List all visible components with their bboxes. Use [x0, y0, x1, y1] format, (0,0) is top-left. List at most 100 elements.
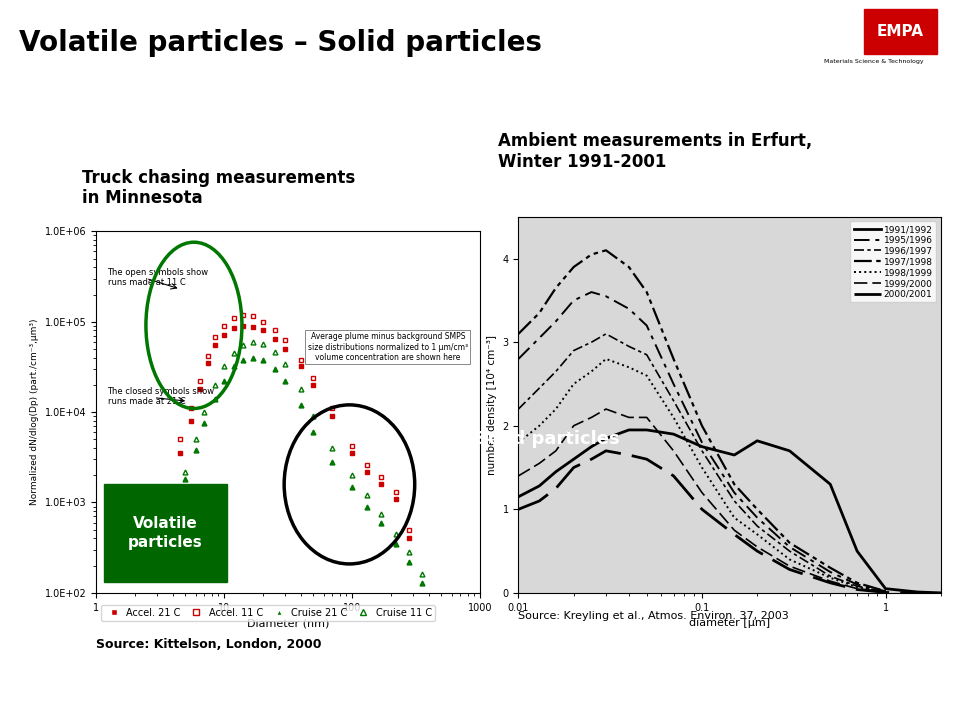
- Line: Cruise 11 C: Cruise 11 C: [183, 339, 424, 577]
- 1995/1996: [825, 568, 836, 576]
- 1997/1998: [534, 309, 545, 317]
- Accel. 21 C: [209, 341, 221, 349]
- Accel. 21 C: [308, 380, 320, 389]
- 2000/2001: [912, 589, 924, 597]
- Line: 1995/1996: 1995/1996: [518, 292, 885, 591]
- Cruise 11 C: [416, 570, 427, 578]
- 1999/2000: [534, 459, 545, 468]
- Cruise 21 C: [269, 364, 280, 373]
- Accel. 21 C: [375, 479, 387, 488]
- Text: Average plume minus background SMPS
size distributions normalized to 1 µm/cm³
vo: Average plume minus background SMPS size…: [308, 332, 468, 362]
- 1999/2000: [696, 488, 708, 497]
- Accel. 11 C: [269, 326, 280, 335]
- 1996/1997: [623, 342, 635, 351]
- Line: 1998/1999: 1998/1999: [518, 359, 885, 592]
- 1991/1992: [513, 492, 524, 501]
- 1991/1992: [752, 437, 763, 445]
- 1991/1992: [623, 426, 635, 435]
- 1996/1997: [729, 497, 740, 505]
- Cruise 11 C: [403, 548, 415, 557]
- Accel. 11 C: [218, 322, 229, 330]
- 1995/1996: [668, 380, 680, 388]
- Cruise 21 C: [296, 401, 307, 409]
- Cruise 21 C: [180, 475, 191, 484]
- 1997/1998: [513, 330, 524, 338]
- 1999/2000: [783, 562, 795, 570]
- Line: 1999/2000: 1999/2000: [518, 409, 885, 592]
- Accel. 11 C: [326, 404, 338, 413]
- Accel. 21 C: [326, 412, 338, 421]
- Accel. 11 C: [237, 310, 249, 319]
- 1998/1999: [600, 354, 612, 363]
- 1999/2000: [825, 577, 836, 586]
- Text: Source: Kittelson, London, 2000: Source: Kittelson, London, 2000: [96, 638, 322, 651]
- Cruise 11 C: [228, 348, 240, 357]
- Accel. 11 C: [390, 488, 401, 497]
- 1991/1992: [783, 447, 795, 455]
- Line: Accel. 21 C: Accel. 21 C: [178, 323, 412, 541]
- 1995/1996: [879, 587, 891, 596]
- Cruise 21 C: [218, 377, 229, 385]
- 1998/1999: [623, 363, 635, 372]
- 1998/1999: [550, 405, 562, 414]
- Text: Volatile particles – Solid particles: Volatile particles – Solid particles: [19, 29, 542, 57]
- Line: Accel. 11 C: Accel. 11 C: [178, 312, 412, 532]
- Accel. 21 C: [361, 467, 372, 476]
- 1997/1998: [852, 578, 863, 587]
- 1991/1992: [668, 429, 680, 438]
- Accel. 11 C: [248, 312, 259, 320]
- 1995/1996: [641, 321, 653, 330]
- Accel. 11 C: [209, 333, 221, 341]
- 1991/1992: [879, 584, 891, 593]
- 1996/1997: [668, 396, 680, 405]
- 1996/1997: [879, 588, 891, 596]
- Cruise 21 C: [199, 419, 210, 428]
- Text: Materials Science & Technology: Materials Science & Technology: [824, 59, 924, 64]
- X-axis label: diameter [µm]: diameter [µm]: [689, 618, 770, 628]
- FancyBboxPatch shape: [864, 9, 937, 54]
- 1996/1997: [696, 447, 708, 455]
- Cruise 21 C: [308, 428, 320, 437]
- Accel. 11 C: [308, 373, 320, 382]
- 2000/2001: [550, 484, 562, 493]
- Cruise 11 C: [209, 380, 221, 389]
- Cruise 11 C: [248, 338, 259, 346]
- 1999/2000: [668, 447, 680, 455]
- Line: 1991/1992: 1991/1992: [518, 430, 941, 593]
- Cruise 21 C: [248, 354, 259, 362]
- 1999/2000: [586, 413, 597, 422]
- Legend: Accel. 21 C, Accel. 11 C, Cruise 21 C, Cruise 11 C: Accel. 21 C, Accel. 11 C, Cruise 21 C, C…: [101, 605, 435, 621]
- 1997/1998: [600, 246, 612, 254]
- X-axis label: Diameter (nm): Diameter (nm): [247, 618, 329, 628]
- 1991/1992: [534, 482, 545, 490]
- 2000/2001: [513, 505, 524, 513]
- Y-axis label: Normalized dN/dlog(Dp) (part./cm⁻³,µm³): Normalized dN/dlog(Dp) (part./cm⁻³,µm³): [30, 319, 39, 505]
- 1995/1996: [534, 334, 545, 343]
- Accel. 21 C: [248, 322, 259, 331]
- 1997/1998: [586, 250, 597, 259]
- 1996/1997: [568, 346, 580, 355]
- Cruise 11 C: [218, 362, 229, 371]
- Cruise 21 C: [279, 377, 291, 385]
- Cruise 21 C: [416, 578, 427, 587]
- 1997/1998: [825, 563, 836, 572]
- Cruise 21 C: [326, 458, 338, 466]
- 1998/1999: [641, 372, 653, 380]
- 2000/2001: [729, 530, 740, 539]
- 2000/2001: [568, 463, 580, 472]
- 1996/1997: [852, 582, 863, 591]
- 1991/1992: [600, 434, 612, 442]
- Accel. 21 C: [185, 416, 197, 425]
- Cruise 11 C: [326, 444, 338, 453]
- Cruise 21 C: [390, 539, 401, 548]
- 2000/2001: [586, 455, 597, 463]
- Text: The closed symbols show
runs made at 21 C: The closed symbols show runs made at 21 …: [108, 387, 215, 406]
- 1991/1992: [729, 450, 740, 459]
- 1995/1996: [550, 317, 562, 325]
- 1998/1999: [879, 588, 891, 596]
- Accel. 11 C: [203, 351, 214, 360]
- Cruise 11 C: [199, 408, 210, 416]
- 1999/2000: [641, 413, 653, 422]
- 2000/2001: [641, 455, 653, 463]
- 1998/1999: [852, 583, 863, 591]
